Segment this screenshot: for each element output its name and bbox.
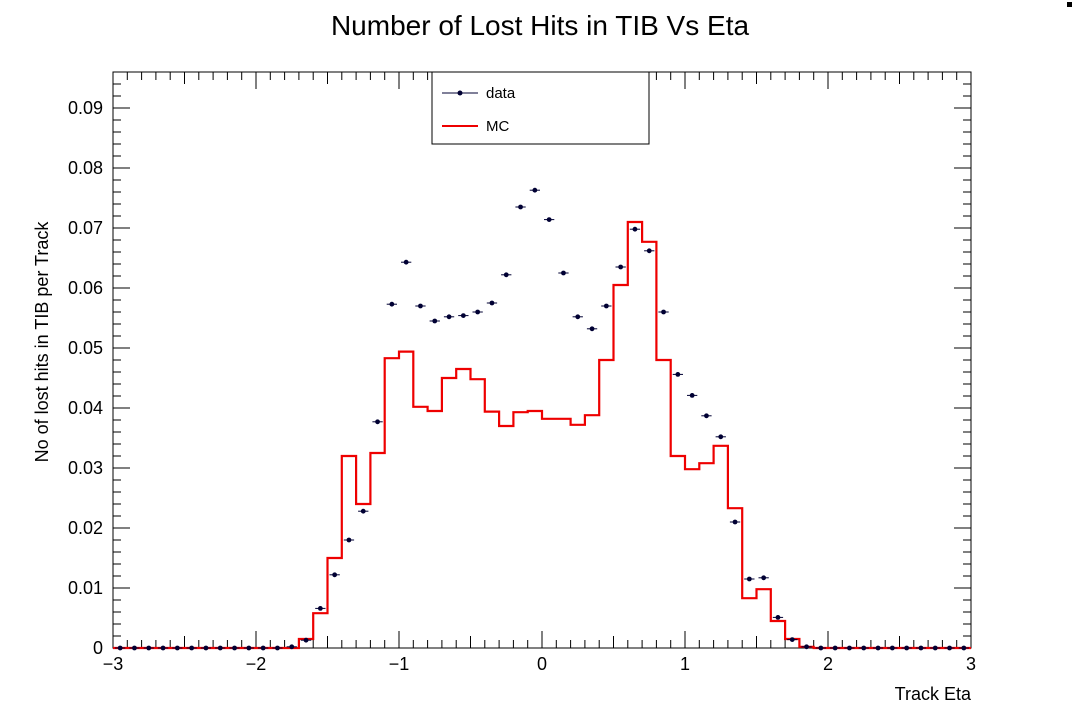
data-point: [503, 272, 509, 278]
y-tick-label: 0.04: [68, 398, 103, 418]
data-point: [704, 413, 709, 419]
data-point: [132, 645, 137, 651]
data-point: [217, 645, 223, 651]
data-point: [689, 393, 695, 398]
data-point: [561, 270, 566, 276]
data-point: [260, 645, 266, 651]
data-point: [432, 318, 438, 324]
chart-title: Number of Lost Hits in TIB Vs Eta: [331, 10, 750, 41]
x-tick-label: 1: [680, 654, 690, 674]
plot-frame: [112, 71, 972, 649]
y-tick-label: 0.01: [68, 578, 103, 598]
data-point: [332, 572, 338, 578]
x-axis-label: Track Eta: [895, 684, 972, 704]
x-tick-label: 3: [966, 654, 976, 674]
data-point: [418, 303, 423, 309]
data-point: [289, 644, 295, 650]
data-point: [789, 637, 795, 642]
data-point: [575, 314, 581, 320]
data-point: [117, 645, 123, 651]
x-tick-label: −3: [103, 654, 124, 674]
data-point: [904, 645, 910, 651]
data-point: [732, 519, 738, 525]
data-point: [518, 204, 523, 210]
data-point: [875, 645, 881, 651]
data-point: [275, 645, 280, 651]
data-point: [146, 645, 152, 651]
data-point: [174, 645, 180, 651]
data-point: [961, 645, 967, 651]
data-point: [489, 300, 495, 306]
data-point: [746, 576, 752, 582]
data-point: [661, 309, 666, 315]
data-point: [761, 575, 767, 581]
data-point: [646, 248, 652, 254]
data-point: [847, 645, 852, 651]
data-point: [403, 259, 409, 265]
data-point: [718, 434, 724, 440]
data-point: [317, 606, 323, 611]
y-tick-label: 0.03: [68, 458, 103, 478]
data-point: [775, 615, 781, 620]
data-point: [832, 645, 838, 651]
data-point: [189, 645, 195, 651]
legend-box: [431, 71, 650, 145]
data-point: [589, 326, 595, 332]
x-tick-label: 0: [537, 654, 547, 674]
y-tick-label: 0.06: [68, 278, 103, 298]
legend-label-data: data: [486, 85, 516, 102]
data-point: [303, 637, 309, 643]
data-point: [918, 645, 924, 651]
data-point: [203, 645, 209, 651]
x-tick-label: −2: [246, 654, 267, 674]
data-point: [603, 303, 609, 309]
data-point: [346, 537, 352, 543]
data-point: [160, 645, 166, 651]
x-tick-label: 2: [823, 654, 833, 674]
y-tick-label: 0.09: [68, 98, 103, 118]
y-tick-label: 0.07: [68, 218, 103, 238]
data-point: [232, 645, 237, 651]
y-tick-label: 0.05: [68, 338, 103, 358]
y-axis-label: No of lost hits in TIB per Track: [32, 221, 52, 463]
y-tick-label: 0: [93, 638, 103, 658]
data-point: [675, 372, 681, 377]
plot-area: −3 −2 −1 0 1 2 3 0 0.01 0.02 0.03 0.04 0.05 0.06 0.07 0…: [68, 71, 976, 674]
data-point: [389, 301, 395, 307]
data-point: [889, 645, 895, 651]
y-tick-label: 0.02: [68, 518, 103, 538]
mc-histogram-line: [113, 220, 971, 650]
data-point: [360, 508, 366, 514]
data-point: [932, 645, 938, 651]
legend-label-mc: MC: [486, 118, 509, 135]
data-point: [947, 645, 952, 651]
data-point: [532, 187, 538, 193]
legend-data-marker: [457, 90, 463, 96]
y-tick-label: 0.08: [68, 158, 103, 178]
data-point: [818, 645, 824, 651]
data-point: [804, 644, 809, 650]
x-tick-label: −1: [389, 654, 410, 674]
data-point: [446, 314, 452, 320]
data-point: [475, 309, 481, 315]
data-point: [632, 226, 638, 232]
legend: data MC: [431, 71, 650, 145]
data-point: [546, 217, 552, 223]
data-point: [246, 645, 252, 651]
data-point: [618, 264, 624, 270]
data-point: [460, 313, 466, 318]
corner-marker: [1067, 2, 1072, 7]
data-point: [861, 645, 867, 651]
data-point: [375, 419, 380, 425]
